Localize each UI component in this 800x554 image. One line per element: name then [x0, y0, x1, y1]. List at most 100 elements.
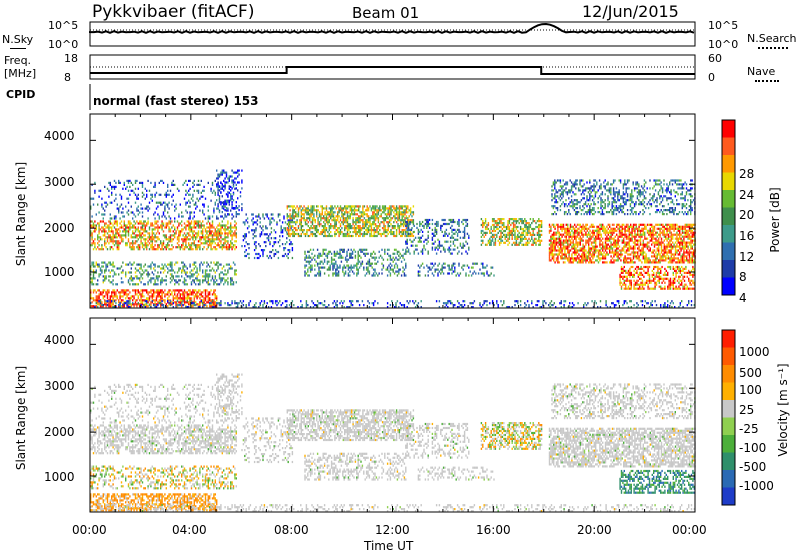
power-cell	[372, 235, 373, 237]
power-cell	[570, 257, 571, 259]
power-cell	[157, 220, 158, 222]
power-cell	[117, 283, 118, 285]
power-cell	[589, 238, 590, 240]
power-cell	[105, 303, 106, 305]
power-cell	[444, 233, 445, 235]
power-cell	[117, 220, 118, 222]
power-cell	[219, 264, 220, 266]
power-cell	[223, 205, 224, 207]
power-cell	[145, 240, 146, 242]
power-cell	[362, 205, 363, 207]
power-cell	[267, 227, 268, 229]
power-cell	[147, 291, 148, 293]
power-cell	[306, 231, 307, 233]
power-cell	[308, 209, 309, 211]
power-cell	[577, 261, 578, 263]
power-cell	[154, 265, 155, 267]
power-cell	[394, 259, 395, 261]
power-cell	[110, 264, 111, 266]
power-cell	[168, 264, 169, 266]
power-cell	[609, 247, 610, 249]
power-cell	[310, 205, 311, 207]
power-cell	[227, 181, 228, 183]
power-cell	[209, 305, 210, 307]
power-cell	[409, 215, 410, 217]
power-cell	[265, 245, 266, 247]
power-cell	[234, 177, 235, 179]
power-cell	[185, 224, 186, 226]
power-cell	[379, 209, 380, 211]
power-cell	[395, 217, 396, 219]
power-cell	[319, 211, 320, 213]
power-cell	[503, 226, 504, 228]
power-cell	[333, 207, 334, 209]
power-cell	[114, 295, 115, 297]
power-cell	[216, 185, 217, 187]
power-cell	[374, 263, 375, 265]
power-cell	[178, 279, 179, 281]
power-cell	[112, 238, 113, 240]
power-cell	[108, 224, 109, 226]
power-cell	[160, 271, 161, 273]
power-cell	[112, 299, 113, 301]
power-cell	[91, 297, 92, 299]
power-cell	[463, 219, 464, 221]
power-cell	[323, 215, 324, 217]
power-cell	[206, 240, 207, 242]
power-cell	[217, 244, 218, 246]
power-cell	[327, 235, 328, 237]
power-cell	[556, 234, 557, 236]
power-cell	[140, 228, 141, 230]
power-cell	[389, 231, 390, 233]
power-cell	[453, 229, 454, 231]
power-cell	[303, 215, 304, 217]
power-cell	[196, 206, 197, 208]
power-cell	[357, 221, 358, 223]
power-cell	[335, 253, 336, 255]
power-cell	[154, 236, 155, 238]
power-cell	[517, 226, 518, 228]
power-cell	[241, 245, 242, 247]
power-cell	[202, 224, 203, 226]
power-cell	[390, 229, 391, 231]
power-cell	[345, 259, 346, 261]
power-cell	[226, 210, 227, 212]
power-cell	[195, 295, 196, 297]
power-cell	[175, 204, 176, 206]
power-cell	[147, 283, 148, 285]
power-cell	[170, 217, 171, 219]
power-cell	[98, 228, 99, 230]
power-cell	[112, 262, 113, 264]
power-cell	[206, 236, 207, 238]
power-cell	[133, 224, 134, 226]
power-cell	[566, 228, 567, 230]
power-cell	[112, 301, 113, 303]
power-cell	[491, 240, 492, 242]
power-cell	[310, 261, 311, 263]
power-cell	[122, 299, 123, 301]
power-cell	[521, 240, 522, 242]
power-cell	[463, 247, 464, 249]
power-cell	[132, 242, 133, 244]
power-cell	[150, 289, 151, 291]
power-cell	[309, 235, 310, 237]
power-cell	[390, 233, 391, 235]
power-cell	[396, 235, 397, 237]
power-cell	[330, 205, 331, 207]
power-cell	[236, 281, 237, 283]
power-cell	[125, 242, 126, 244]
power-cell	[224, 224, 225, 226]
power-cell	[149, 273, 150, 275]
power-cell	[337, 272, 338, 274]
power-cell	[131, 297, 132, 299]
power-cell	[195, 232, 196, 234]
power-cell	[375, 225, 376, 227]
power-cell	[231, 279, 232, 281]
power-cell	[433, 235, 434, 237]
power-cell	[98, 289, 99, 291]
power-cell	[122, 269, 123, 271]
power-cell	[177, 242, 178, 244]
power-cell	[567, 242, 568, 244]
power-cell	[153, 236, 154, 238]
power-cell	[171, 234, 172, 236]
